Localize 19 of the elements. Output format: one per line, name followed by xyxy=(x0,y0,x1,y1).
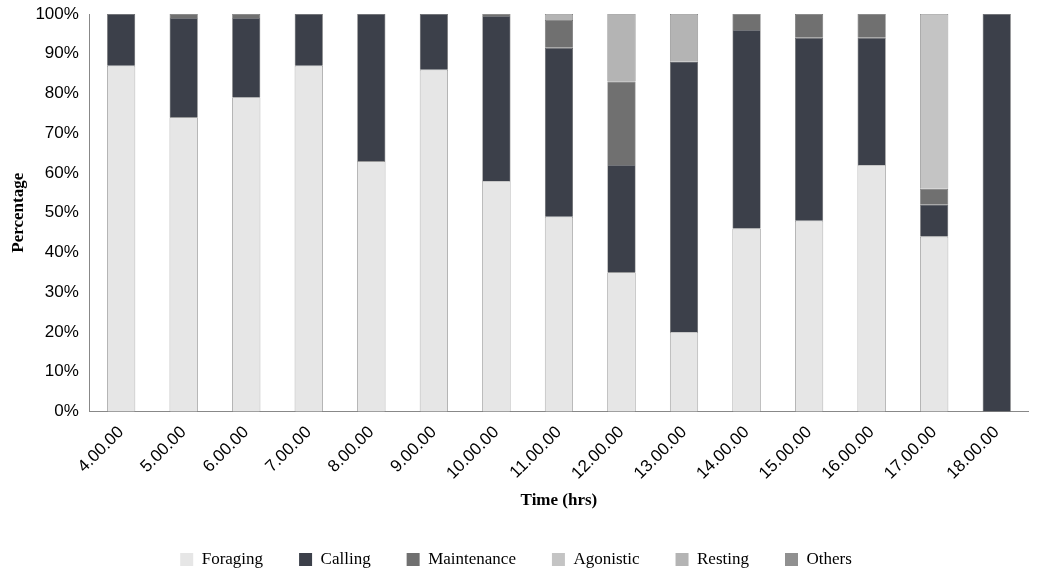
legend-label: Others xyxy=(806,548,852,568)
y-tick-label: 70% xyxy=(44,122,79,142)
legend-label: Calling xyxy=(320,548,372,568)
legend-label: Agonistic xyxy=(573,548,640,568)
y-tick-label: 20% xyxy=(44,321,79,341)
y-tick-label: 90% xyxy=(44,43,79,63)
y-tick-label: 80% xyxy=(44,83,79,103)
legend-label: Resting xyxy=(697,548,750,568)
y-tick-label: 30% xyxy=(44,281,79,301)
y-tick-label: 0% xyxy=(54,401,79,421)
y-tick-label: 50% xyxy=(44,202,79,222)
legend-label: Maintenance xyxy=(428,548,516,568)
legend-label: Foraging xyxy=(201,548,264,568)
y-axis-title: Percentage xyxy=(7,172,27,253)
y-tick-label: 100% xyxy=(35,3,79,23)
x-axis-title: Time (hrs) xyxy=(520,490,598,510)
y-tick-label: 40% xyxy=(44,242,79,262)
y-tick-label: 60% xyxy=(44,162,79,182)
y-tick-label: 10% xyxy=(44,361,79,381)
